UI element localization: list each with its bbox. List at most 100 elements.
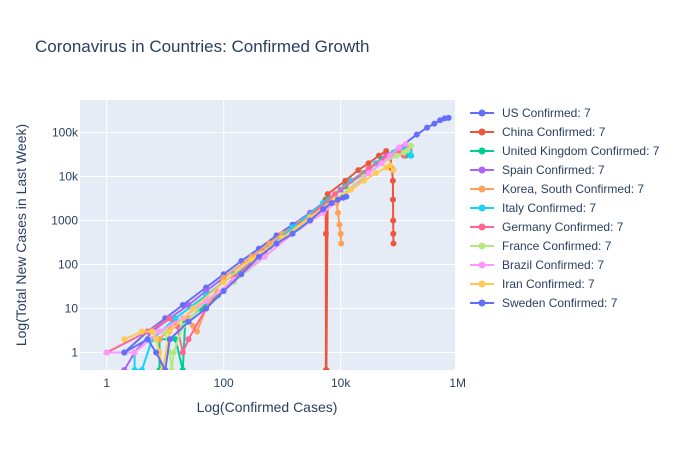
y-tick-label: 100 (58, 258, 78, 272)
data-point (437, 117, 444, 124)
data-point (335, 196, 341, 203)
data-point (166, 328, 173, 335)
data-point (149, 328, 156, 335)
legend-item[interactable]: Sweden Confirmed: 7 (470, 296, 618, 310)
legend-label: US Confirmed: 7 (502, 106, 591, 120)
data-point (390, 230, 397, 237)
data-point (343, 193, 350, 200)
legend-item[interactable]: France Confirmed: 7 (470, 239, 612, 253)
data-point (378, 160, 385, 167)
legend-swatch-marker (478, 147, 486, 155)
legend-item[interactable]: United Kingdom Confirmed: 7 (470, 144, 660, 158)
legend-item[interactable]: China Confirmed: 7 (470, 125, 606, 139)
data-point (387, 162, 394, 169)
legend-swatch-marker (478, 223, 486, 231)
legend-label: Sweden Confirmed: 7 (502, 296, 618, 310)
data-point (166, 315, 173, 322)
data-point (348, 186, 354, 193)
data-point (390, 167, 397, 174)
y-axis-ticks: 1 10 100 1000 10k 100k (51, 126, 79, 360)
data-point (328, 200, 335, 206)
data-point (355, 167, 362, 174)
data-point (138, 328, 145, 335)
y-tick-label: 10k (59, 170, 79, 184)
data-point (389, 177, 396, 184)
legend-swatch-marker (478, 204, 486, 212)
data-point (172, 315, 179, 322)
data-point (131, 349, 138, 356)
data-point (179, 367, 186, 370)
data-point (144, 336, 151, 343)
legend-item[interactable]: Germany Confirmed: 7 (470, 220, 624, 234)
legend-item[interactable]: Iran Confirmed: 7 (470, 277, 595, 291)
x-tick-label: 100 (214, 376, 234, 390)
data-point (372, 170, 379, 177)
data-point (190, 305, 197, 312)
legend-swatch-marker (478, 299, 486, 307)
x-tick-label: 1 (103, 376, 110, 390)
data-point (361, 177, 367, 184)
data-point (248, 256, 255, 263)
legend-label: China Confirmed: 7 (502, 125, 606, 139)
data-point (121, 336, 128, 343)
legend-label: Brazil Confirmed: 7 (502, 258, 604, 272)
legend-swatch-marker (478, 261, 486, 269)
data-point (166, 336, 173, 343)
data-point (156, 328, 163, 335)
y-tick-label: 100k (52, 126, 79, 140)
legend-item[interactable]: US Confirmed: 7 (470, 106, 591, 120)
data-point (390, 240, 397, 247)
legend-label: Spain Confirmed: 7 (502, 163, 605, 177)
data-point (179, 349, 186, 356)
data-point (387, 152, 394, 159)
legend-label: Italy Confirmed: 7 (502, 201, 596, 215)
data-point (170, 349, 177, 356)
data-point (390, 196, 396, 203)
legend-item[interactable]: Korea, South Confirmed: 7 (470, 182, 644, 196)
data-point (396, 144, 403, 151)
plot-background (80, 100, 455, 370)
data-point (404, 147, 411, 154)
y-tick-label: 10 (65, 302, 79, 316)
data-point (323, 367, 330, 370)
x-axis-label: Log(Confirmed Cases) (197, 399, 338, 415)
data-point (408, 152, 415, 159)
data-point (383, 148, 390, 154)
data-point (424, 124, 431, 131)
x-tick-label: 10k (331, 376, 351, 390)
legend-item[interactable]: Italy Confirmed: 7 (470, 201, 596, 215)
legend-label: United Kingdom Confirmed: 7 (502, 144, 660, 158)
y-axis-label: Log(Total New Cases in Last Week) (13, 124, 29, 346)
data-point (445, 114, 452, 121)
legend[interactable]: US Confirmed: 7 China Confirmed: 7 United … (470, 106, 660, 310)
legend-item[interactable]: Brazil Confirmed: 7 (470, 258, 604, 272)
chart-title: Coronavirus in Countries: Confirmed Grow… (35, 37, 369, 56)
legend-swatch-marker (478, 128, 486, 136)
data-point (365, 160, 372, 167)
data-point (220, 288, 227, 294)
data-point (273, 240, 280, 247)
data-point (185, 318, 192, 325)
data-point (338, 240, 345, 247)
data-point (153, 336, 160, 343)
data-point (402, 141, 409, 147)
data-point (121, 367, 128, 370)
legend-swatch-marker (478, 242, 486, 250)
data-point (121, 349, 128, 356)
data-point (307, 217, 314, 224)
data-point (390, 217, 397, 224)
data-point (289, 230, 296, 237)
series-layer (103, 114, 452, 370)
y-tick-label: 1 (71, 345, 78, 359)
data-point (337, 230, 344, 237)
legend-swatch-marker (478, 109, 486, 117)
data-point (336, 221, 343, 228)
data-point (324, 191, 331, 198)
data-point (393, 152, 400, 159)
legend-swatch-marker (478, 280, 486, 288)
legend-label: France Confirmed: 7 (502, 239, 612, 253)
data-point (413, 131, 420, 138)
data-point (320, 206, 327, 213)
legend-item[interactable]: Spain Confirmed: 7 (470, 163, 605, 177)
